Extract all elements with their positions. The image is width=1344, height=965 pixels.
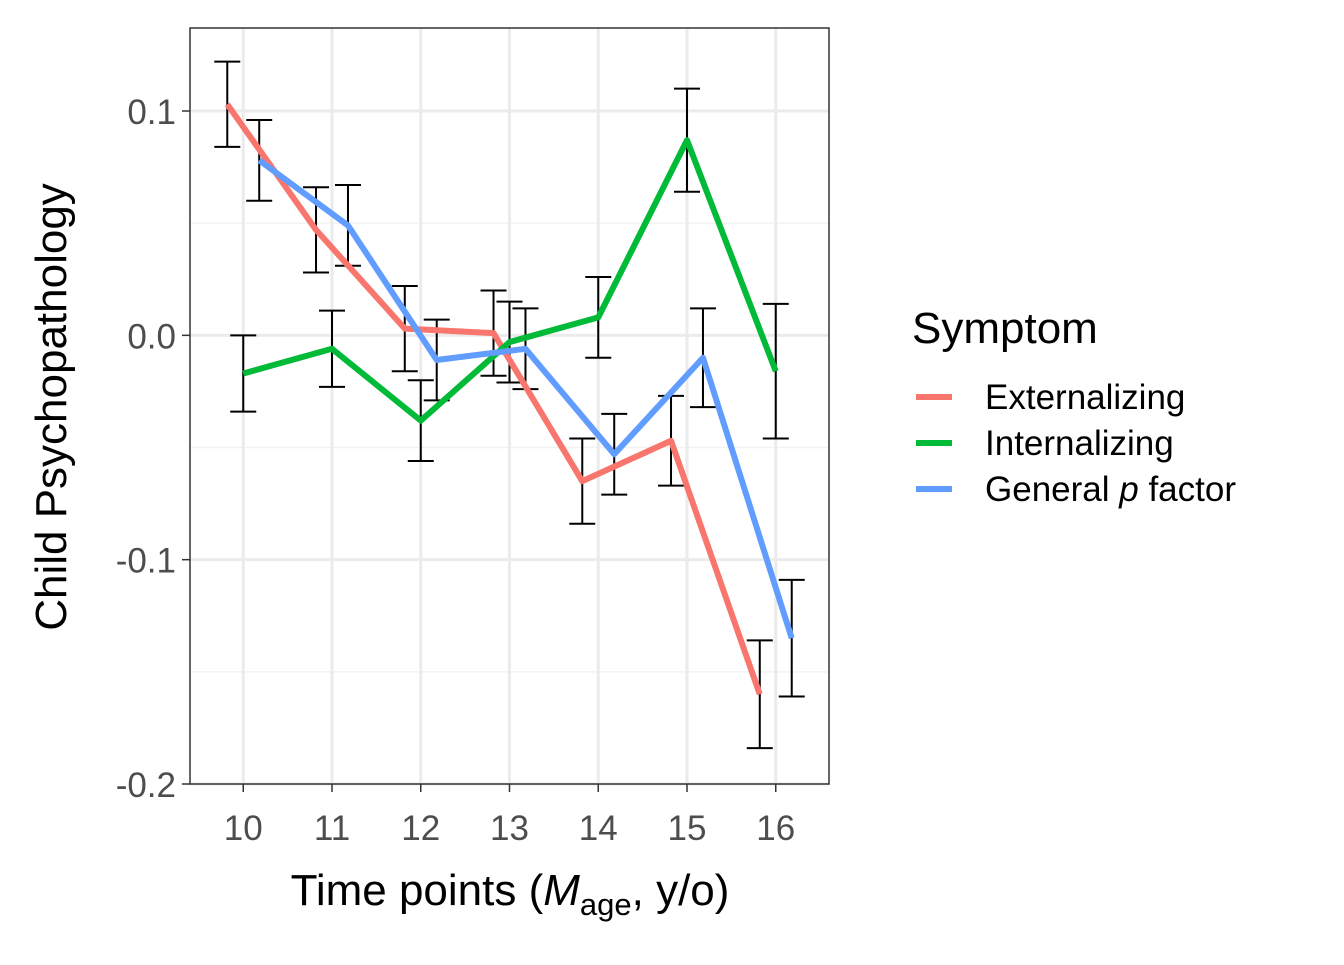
x-tick-label: 10: [224, 809, 263, 848]
legend-label-internalizing: Internalizing: [985, 424, 1174, 463]
line-internalizing: [242, 137, 779, 424]
legend-title: Symptom: [912, 304, 1098, 353]
x-tick-label: 15: [668, 809, 707, 848]
y-tick-label: -0.1: [116, 542, 176, 581]
x-tick-label: 11: [314, 809, 350, 848]
legend: Symptom Externalizing Internalizing Genera…: [912, 304, 1236, 509]
y-axis: 0.1 0.0 -0.1 -0.2: [116, 93, 190, 805]
y-tick-label: -0.2: [116, 766, 176, 805]
line-externalizing: [224, 102, 763, 696]
series-lines: [224, 102, 795, 696]
y-tick-label: 0.1: [127, 93, 176, 132]
x-axis: 10 11 12 13 14 15 16: [224, 784, 795, 848]
x-tick-label: 13: [490, 809, 529, 848]
x-axis-label: Time points (Mage, y/o): [291, 866, 730, 922]
y-tick-label: 0.0: [127, 317, 176, 356]
x-tick-label: 14: [579, 809, 618, 848]
x-tick-label: 16: [756, 809, 795, 848]
legend-label-general-p-factor: General p factor: [985, 470, 1236, 509]
line-general-p-factor: [257, 157, 795, 640]
y-axis-label: Child Psychopathology: [27, 183, 76, 631]
grid: [190, 28, 829, 786]
legend-label-externalizing: Externalizing: [985, 378, 1185, 417]
x-tick-label: 12: [401, 809, 440, 848]
